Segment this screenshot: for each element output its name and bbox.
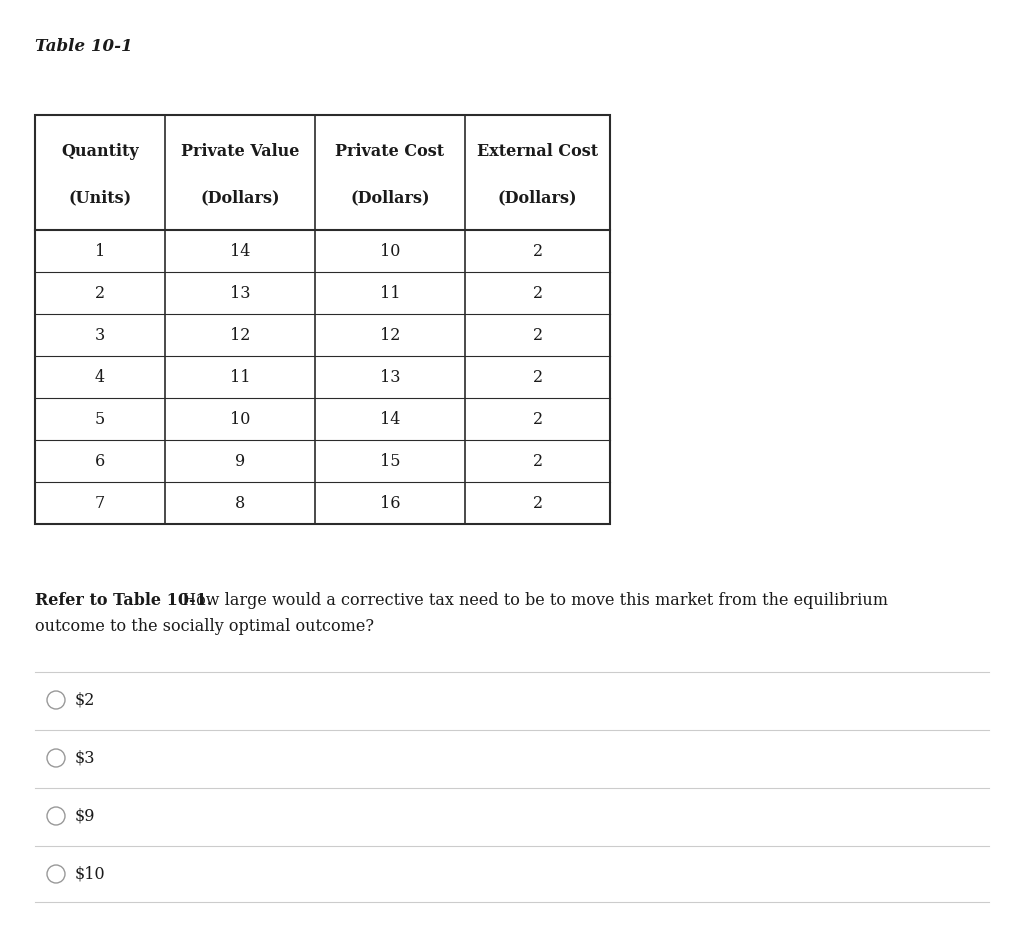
- Text: How large would a corrective tax need to be to move this market from the equilib: How large would a corrective tax need to…: [177, 592, 888, 609]
- Text: 1: 1: [95, 243, 105, 259]
- Text: 12: 12: [380, 326, 400, 344]
- Text: 2: 2: [532, 453, 543, 470]
- Text: External Cost: External Cost: [477, 143, 598, 160]
- Text: 2: 2: [95, 285, 105, 302]
- Text: $9: $9: [75, 808, 95, 825]
- Text: (Dollars): (Dollars): [498, 189, 578, 206]
- Text: 2: 2: [532, 243, 543, 259]
- Text: 5: 5: [95, 411, 105, 427]
- Text: 2: 2: [532, 494, 543, 512]
- Text: Private Cost: Private Cost: [336, 143, 444, 160]
- Text: 2: 2: [532, 326, 543, 344]
- Text: 10: 10: [380, 243, 400, 259]
- Text: 7: 7: [95, 494, 105, 512]
- Text: $2: $2: [75, 692, 95, 709]
- Text: 4: 4: [95, 368, 105, 385]
- Text: 11: 11: [380, 285, 400, 302]
- Bar: [35, 115, 610, 524]
- Text: 12: 12: [229, 326, 250, 344]
- Text: 13: 13: [229, 285, 250, 302]
- Text: 6: 6: [95, 453, 105, 470]
- Text: 16: 16: [380, 494, 400, 512]
- Text: Private Value: Private Value: [181, 143, 299, 160]
- Text: 15: 15: [380, 453, 400, 470]
- Text: Table 10-1: Table 10-1: [35, 38, 133, 55]
- Text: (Dollars): (Dollars): [350, 189, 430, 206]
- Text: 14: 14: [380, 411, 400, 427]
- Text: 11: 11: [229, 368, 250, 385]
- Text: (Units): (Units): [69, 189, 131, 206]
- Text: 13: 13: [380, 368, 400, 385]
- Text: 3: 3: [95, 326, 105, 344]
- Text: Refer to Table 10-1.: Refer to Table 10-1.: [35, 592, 212, 609]
- Text: (Dollars): (Dollars): [201, 189, 280, 206]
- Text: 2: 2: [532, 411, 543, 427]
- Text: 10: 10: [229, 411, 250, 427]
- Text: 14: 14: [229, 243, 250, 259]
- Text: Quantity: Quantity: [61, 143, 139, 160]
- Text: outcome to the socially optimal outcome?: outcome to the socially optimal outcome?: [35, 618, 374, 635]
- Text: 2: 2: [532, 285, 543, 302]
- Text: $10: $10: [75, 865, 105, 883]
- Text: 2: 2: [532, 368, 543, 385]
- Text: 9: 9: [234, 453, 245, 470]
- Text: 8: 8: [234, 494, 245, 512]
- Text: $3: $3: [75, 750, 95, 767]
